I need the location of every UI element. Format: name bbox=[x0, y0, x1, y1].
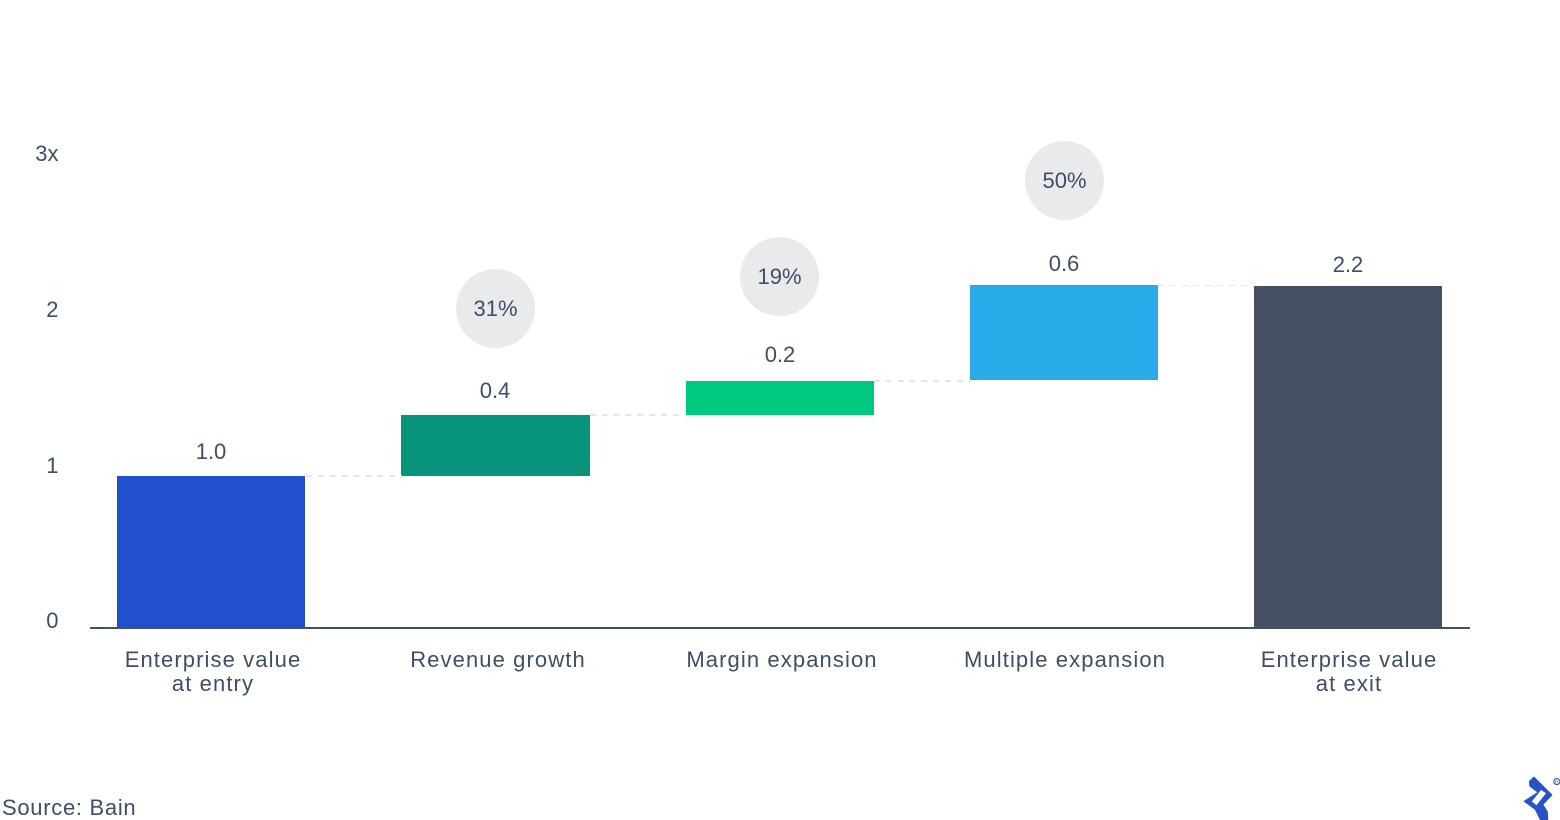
svg-text:R: R bbox=[1555, 779, 1559, 785]
